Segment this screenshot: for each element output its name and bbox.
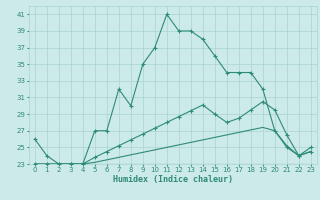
X-axis label: Humidex (Indice chaleur): Humidex (Indice chaleur) xyxy=(113,175,233,184)
